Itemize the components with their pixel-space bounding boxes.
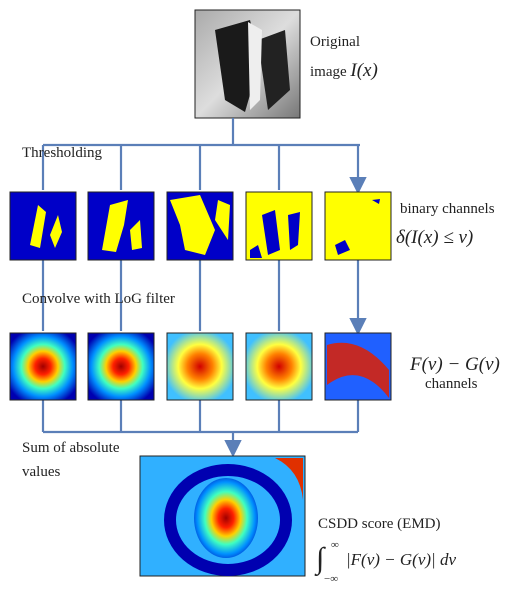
filtered-channels [10, 333, 391, 400]
step-label: Convolve with LoG filter [22, 291, 175, 307]
label: image I(x) [310, 60, 378, 81]
math: ∫ [314, 542, 326, 577]
math: −∞ [324, 573, 338, 585]
step-label: Sum of absolute [22, 440, 120, 456]
math: δ(I(x) ≤ v) [396, 227, 473, 248]
connectors [43, 118, 360, 453]
label: CSDD score (EMD) [318, 516, 440, 532]
formula: ∫ ∞ −∞ |F(v) − G(v)| dv [314, 539, 456, 585]
binary-channels [10, 192, 391, 260]
math: |F(v) − G(v)| dv [346, 550, 456, 569]
math: F(v) − G(v) [409, 354, 500, 375]
label: Original [310, 34, 360, 50]
math: ∞ [331, 539, 339, 551]
original-image [195, 10, 300, 118]
math: I(x) [349, 60, 377, 81]
label: image [310, 64, 347, 80]
label: channels [425, 376, 478, 392]
score-map [140, 456, 305, 576]
label: binary channels [400, 201, 495, 217]
step-label: values [22, 464, 60, 480]
diagram: Original image I(x) Thresholding binary … [0, 0, 517, 593]
step-label: Thresholding [22, 145, 102, 161]
